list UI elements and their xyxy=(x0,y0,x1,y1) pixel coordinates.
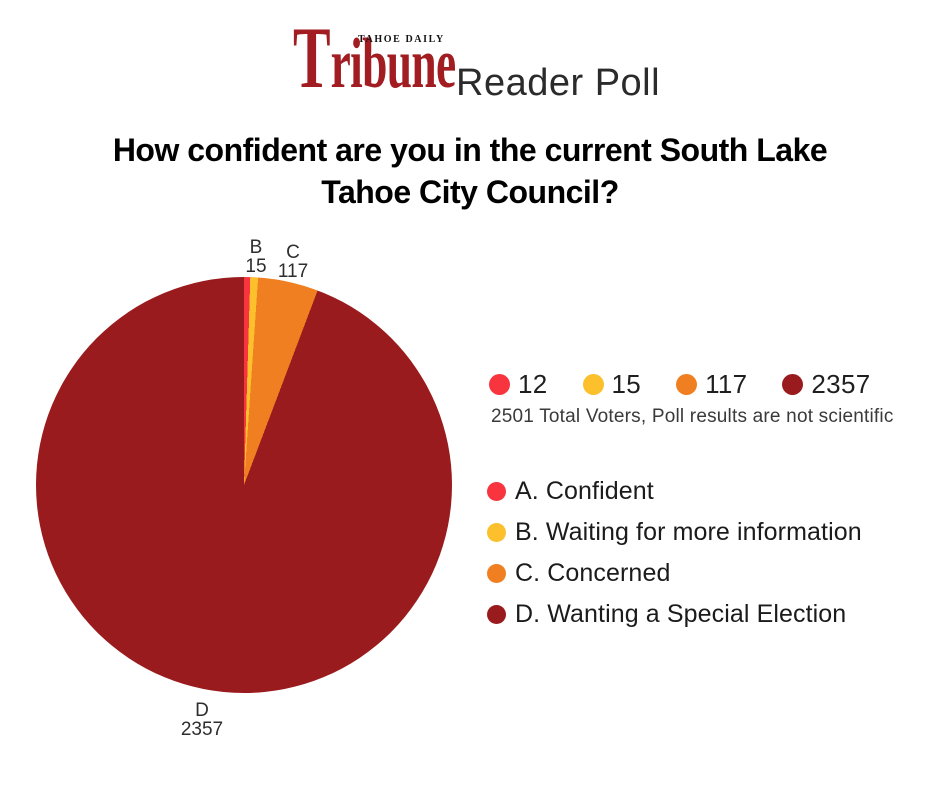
count-value-a: 12 xyxy=(518,369,548,399)
count-value-b: 15 xyxy=(611,369,642,399)
legend-label-b: B. Waiting for more information xyxy=(515,518,862,546)
pie-slice-label-b-value: 15 xyxy=(245,256,267,277)
pie-chart xyxy=(36,277,452,693)
count-item-a: 12 xyxy=(489,369,548,400)
tahoe-daily-kicker: TAHOE DAILY xyxy=(358,34,445,45)
count-item-d: 2357 xyxy=(782,369,870,400)
legend-item-c: C. Concerned xyxy=(487,559,862,588)
tribune-wordmark-initial: T xyxy=(293,10,331,107)
pie-slice-label-d-letter: D xyxy=(195,700,209,721)
count-dot-d xyxy=(782,374,804,395)
poll-question-line-1: How confident are you in the current Sou… xyxy=(112,132,828,168)
reader-poll-title: Reader Poll xyxy=(456,62,661,104)
tribune-wordmark: Tribune xyxy=(293,15,457,126)
pie-slice-label-c-letter: C xyxy=(286,242,300,263)
count-item-c: 117 xyxy=(676,369,747,400)
pie-slice-label-c: C 117 xyxy=(258,243,328,281)
count-dot-c xyxy=(676,374,698,395)
masthead: Tribune TAHOE DAILY Reader Poll xyxy=(0,0,940,110)
legend-item-a: A. Confident xyxy=(487,477,862,506)
legend-dot-c xyxy=(487,564,506,583)
legend-dot-d xyxy=(487,605,506,624)
count-dot-b xyxy=(582,374,604,395)
poll-question-line-2: Tahoe City Council? xyxy=(321,174,619,210)
pie-slice-label-b-letter: B xyxy=(249,237,263,258)
pie-slice-label-c-value: 117 xyxy=(277,261,309,282)
pie-slice-label-d-value: 2357 xyxy=(180,719,224,740)
total-voters-note: 2501 Total Voters, Poll results are not … xyxy=(491,406,894,427)
poll-question: How confident are you in the current Sou… xyxy=(0,129,940,213)
legend-dot-a xyxy=(487,482,506,501)
legend-item-b: B. Waiting for more information xyxy=(487,518,862,547)
count-item-b: 15 xyxy=(582,369,642,400)
count-value-d: 2357 xyxy=(811,369,871,399)
legend-item-d: D. Wanting a Special Election xyxy=(487,600,862,629)
pie-slice-label-b: B 15 xyxy=(221,238,291,276)
legend: A. Confident B. Waiting for more informa… xyxy=(487,477,862,629)
count-dot-a xyxy=(489,374,510,395)
count-value-c: 117 xyxy=(705,369,748,399)
legend-dot-b xyxy=(487,523,506,542)
legend-label-d: D. Wanting a Special Election xyxy=(515,600,847,628)
tribune-wordmark-rest: ribune xyxy=(330,25,457,103)
vote-counts-row: 12 15 117 2357 xyxy=(489,369,870,400)
pie-slice-label-d: D 2357 xyxy=(167,701,237,739)
legend-label-a: A. Confident xyxy=(515,477,654,505)
legend-label-c: C. Concerned xyxy=(515,559,671,587)
